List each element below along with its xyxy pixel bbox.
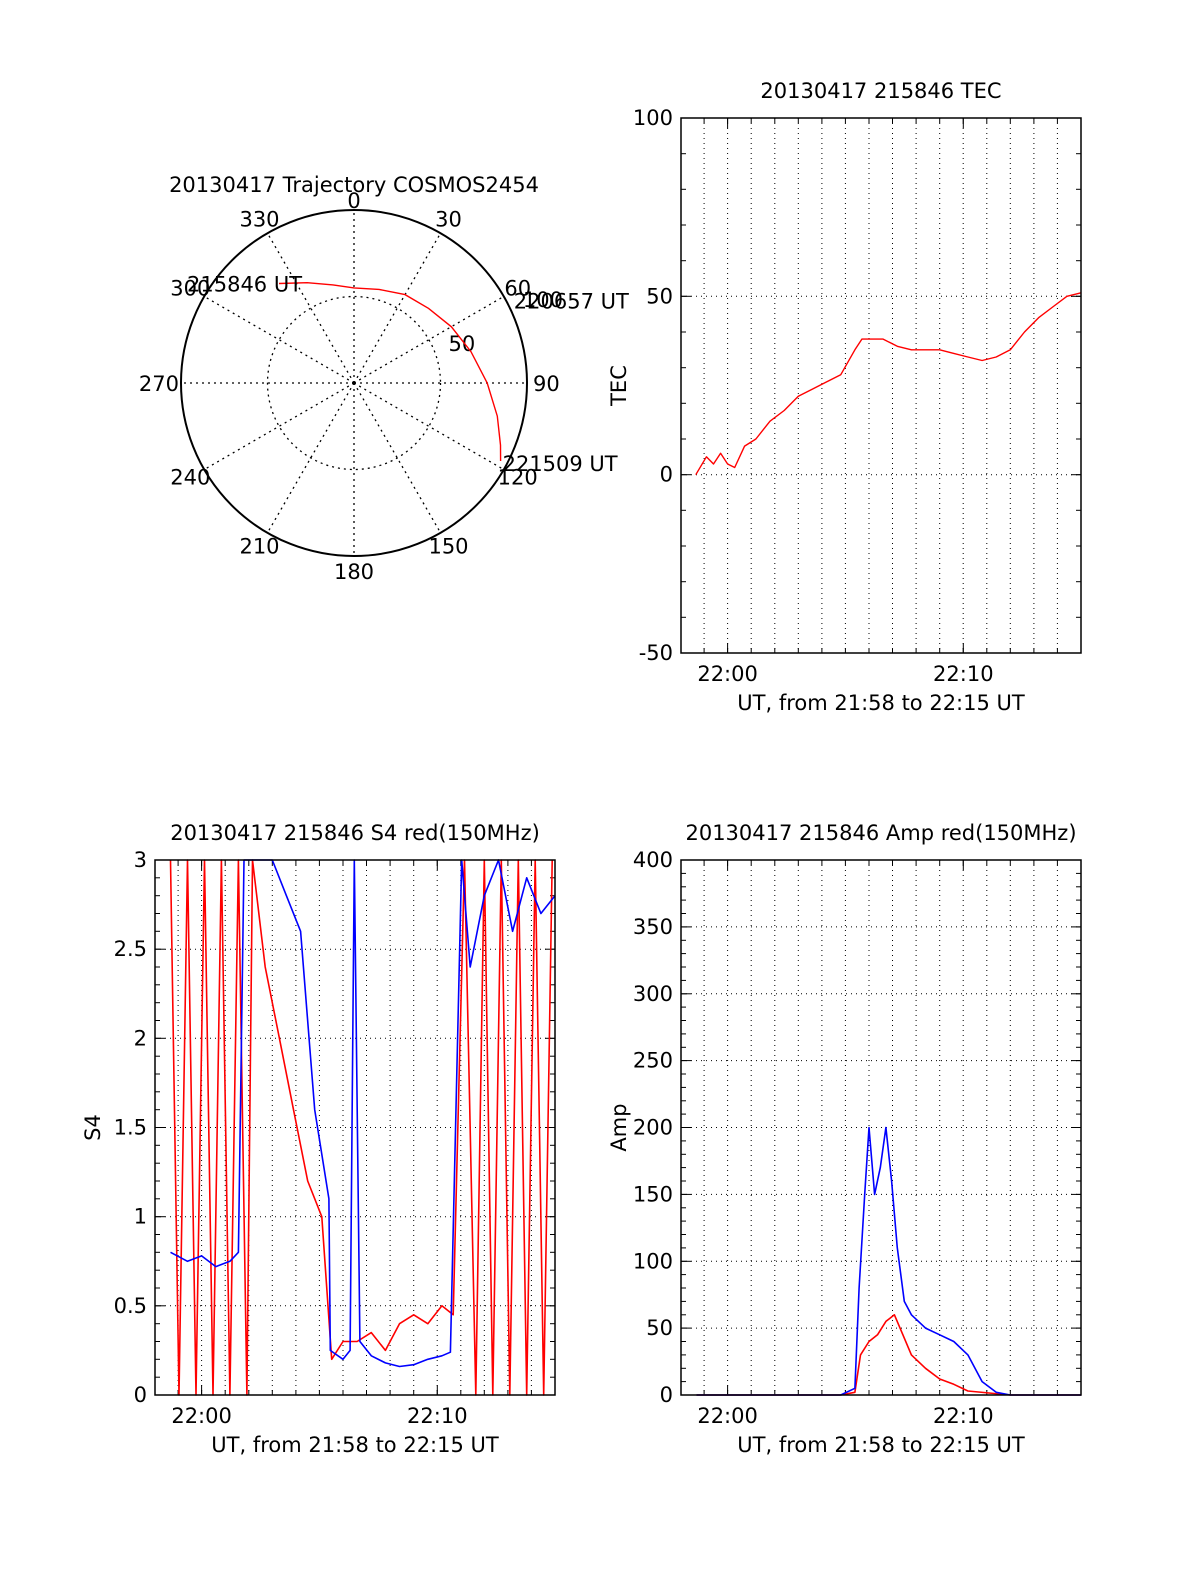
azimuth-label: 240 [170,466,210,490]
radial-gridline [266,382,355,534]
radial-gridline [203,295,355,384]
azimuth-label: 180 [334,560,374,584]
x-tick-label: 22:00 [697,662,758,686]
azimuth-label: 0 [347,189,360,213]
time-annotation: 220657 UT [514,290,629,314]
radial-gridline [353,382,442,534]
outer-ring [180,209,528,557]
azimuth-label: 330 [239,207,279,231]
y-tick-label: 1 [134,1205,147,1229]
azimuth-label: 60 [504,277,531,301]
series-line-2 [696,1126,1081,1396]
series-line-1 [169,859,553,1396]
y-tick-label: 0 [660,463,673,487]
radial-gridline [203,382,355,471]
elevation-ring [266,295,442,471]
plot-frame [680,859,1082,1396]
y-tick-label: 50 [646,284,673,308]
y-tick-label: 3 [134,848,147,872]
series-line-1 [696,1314,1081,1396]
time-annotation: 215846 UT [187,273,302,297]
x-axis-label: UT, from 21:58 to 22:15 UT [737,691,1025,715]
azimuth-label: 90 [533,372,560,396]
series-line-1 [695,292,1082,476]
azimuth-label: 300 [170,277,210,301]
azimuth-label: 120 [498,466,538,490]
y-tick-label: 2.5 [114,937,147,961]
azimuth-label: 150 [428,535,468,559]
x-tick-label: 22:00 [697,1404,758,1428]
x-tick-label: 22:10 [933,1404,994,1428]
tec-plot: -50 0 50 100 22:00 22:10 20130417 215846 TEC UT… [607,79,1082,715]
chart-title: 20130417 215846 TEC [760,79,1001,103]
chart-title: 20130417 Trajectory COSMOS2454 [169,173,539,197]
amp-plot: 0 50 100 150 200 250 300 350 400 22:00 22:10 201304… [607,821,1082,1457]
y-tick-label: 0.5 [114,1294,147,1318]
radial-gridline [353,232,442,384]
radial-gridline [266,232,355,384]
y-tick-label: 50 [646,1316,673,1340]
y-axis-label: Amp [607,1103,631,1151]
x-tick-label: 22:00 [171,1404,232,1428]
chart-title: 20130417 215846 Amp red(150MHz) [685,821,1076,845]
y-tick-label: 150 [633,1182,673,1206]
chart-title: 20130417 215846 S4 red(150MHz) [170,821,540,845]
azimuth-label: 270 [139,372,179,396]
y-tick-label: 350 [633,915,673,939]
y-tick-label: 100 [633,106,673,130]
radial-gridline [353,382,505,471]
y-tick-label: 400 [633,848,673,872]
y-tick-label: 200 [633,1116,673,1140]
x-tick-label: 22:10 [407,1404,468,1428]
y-tick-label: 300 [633,982,673,1006]
radius-label: 100 [523,288,563,312]
x-tick-label: 22:10 [933,662,994,686]
plot-frame [680,117,1082,654]
y-tick-label: 0 [660,1383,673,1407]
y-tick-label: -50 [639,641,673,665]
trajectory-line [278,281,502,462]
y-axis-label: S4 [81,1114,105,1141]
radial-gridline [353,295,505,384]
azimuth-label: 30 [435,207,462,231]
s4-plot: 0 0.5 1 1.5 2 2.5 3 22:00 22:10 20130417 215846 S… [81,821,556,1457]
x-axis-label: UT, from 21:58 to 22:15 UT [737,1433,1025,1457]
y-tick-label: 1.5 [114,1116,147,1140]
y-tick-label: 2 [134,1026,147,1050]
y-tick-label: 250 [633,1049,673,1073]
y-axis-label: TEC [607,365,631,407]
y-tick-label: 0 [134,1383,147,1407]
x-axis-label: UT, from 21:58 to 22:15 UT [211,1433,499,1457]
time-annotation: 221509 UT [503,452,618,476]
plot-frame [154,859,556,1396]
y-tick-label: 100 [633,1249,673,1273]
azimuth-label: 210 [239,535,279,559]
